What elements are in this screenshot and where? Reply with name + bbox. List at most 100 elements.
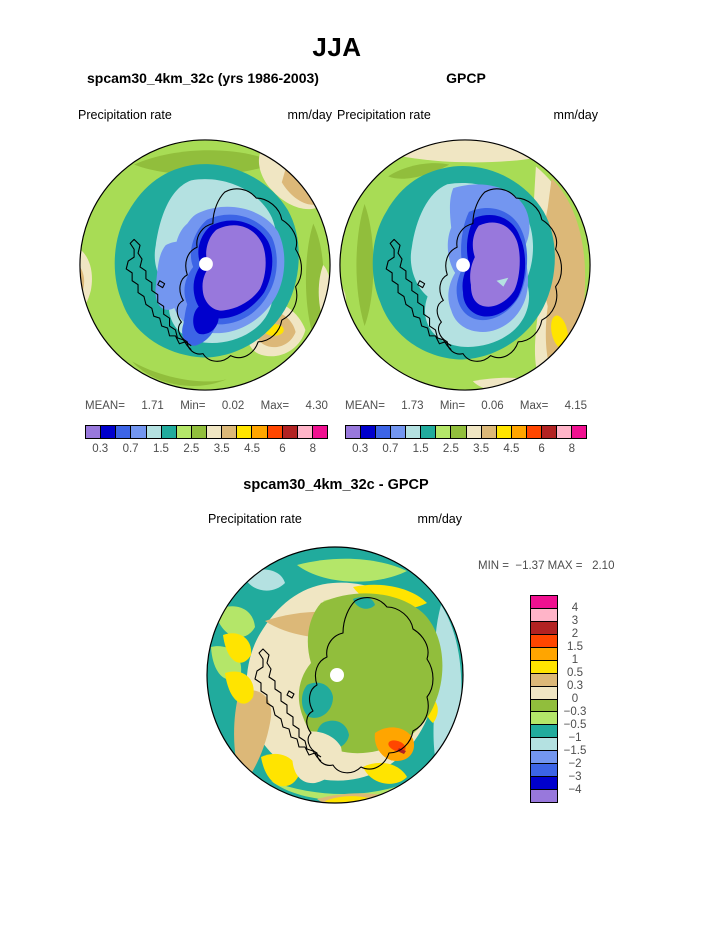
colorbar-cell [496,426,512,438]
colorbar-tick-label: −0.5 [563,719,587,731]
model-var-row: Precipitation rate mm/day [78,108,332,122]
colorbar-cell [146,426,162,438]
colorbar-cell [571,426,586,438]
colorbar-cell [176,426,192,438]
colorbar-tick-label: 2.5 [442,443,459,455]
colorbar-tick-label: 0.7 [382,443,399,455]
colorbar-tick-label: −1 [568,732,582,744]
max-label: Max= [519,400,549,412]
colorbar-cell [101,426,117,438]
colorbar-cell [222,426,238,438]
colorbar-tick-label: 6 [279,443,286,455]
max-value: 4.15 [564,400,587,412]
colorbar-tick-label: 0.3 [352,443,369,455]
colorbar-cell [531,751,557,765]
diff-colorbar-ticks: 4 3 2 1.5 1 0.5 0.3 0 −0.3 −0.5 −1 −1.5 −2 −3 −4 [552,595,598,803]
colorbar-tick-label: 3 [571,615,579,627]
colorbar-cell [421,426,437,438]
colorbar-cell [531,647,557,661]
mean-value: 1.71 [141,400,164,412]
colorbar-tick-label: 2.5 [183,443,200,455]
colorbar-cell [207,426,223,438]
colorbar-cell [526,426,542,438]
obs-colorbar [345,425,587,439]
obs-units-label: mm/day [553,108,598,122]
diff-map [206,546,464,804]
colorbar-cell [531,596,557,609]
colorbar-cell [297,426,313,438]
colorbar-cell [556,426,572,438]
colorbar-cell [346,426,362,438]
colorbar-cell [531,634,557,648]
colorbar-tick-label: 4.5 [503,443,520,455]
colorbar-cell [531,738,557,752]
obs-var-row: Precipitation rate mm/day [337,108,598,122]
obs-stats-row: MEAN= 1.73 Min= 0.06 Max= 4.15 [345,400,587,412]
colorbar-tick-label: −3 [568,771,582,783]
colorbar-cell [541,426,557,438]
colorbar-cell [282,426,298,438]
pole-dot [199,257,213,271]
colorbar-cell [191,426,207,438]
colorbar-cell [531,660,557,674]
mean-label: MEAN= [85,400,125,412]
min-value: 0.02 [221,400,245,412]
colorbar-tick-label: 3.5 [473,443,490,455]
colorbar-tick-label: 0.7 [122,443,139,455]
model-colorbar-ticks: 0.3 0.7 1.5 2.5 3.5 4.5 6 8 [85,443,328,457]
diff-panel-title: spcam30_4km_32c - GPCP [243,477,429,493]
colorbar-tick-label: 0.3 [567,680,583,692]
colorbar-cell [131,426,147,438]
colorbar-cell [116,426,132,438]
obs-variable-label: Precipitation rate [337,108,431,122]
colorbar-tick-label: 6 [538,443,545,455]
diff-colorbar [530,595,558,803]
min-value: 0.06 [481,400,504,412]
colorbar-cell [531,790,557,802]
colorbar-cell [531,686,557,700]
colorbar-cell [312,426,327,438]
colorbar-tick-label: −2 [568,758,582,770]
colorbar-cell [376,426,392,438]
colorbar-cell [466,426,482,438]
model-stats-row: MEAN= 1.71 Min= 0.02 Max= 4.30 [85,400,328,412]
colorbar-tick-label: 1.5 [412,443,429,455]
colorbar-cell [531,777,557,791]
mean-label: MEAN= [345,400,385,412]
colorbar-cell [406,426,422,438]
max-label: Max= [260,400,290,412]
colorbar-tick-label: 3.5 [213,443,230,455]
pole-dot [330,668,344,682]
colorbar-tick-label: 0 [571,693,579,705]
colorbar-tick-label: −0.3 [563,706,587,718]
model-variable-label: Precipitation rate [78,108,172,122]
diff-var-row: Precipitation rate mm/day [208,512,462,526]
obs-colorbar-ticks: 0.3 0.7 1.5 2.5 3.5 4.5 6 8 [345,443,587,457]
diff-units-label: mm/day [417,512,462,526]
model-colorbar [85,425,328,439]
colorbar-cell [511,426,527,438]
colorbar-cell [237,426,253,438]
colorbar-tick-label: 4 [571,602,579,614]
colorbar-tick-label: −1.5 [563,745,587,757]
colorbar-tick-label: 8 [568,443,576,455]
colorbar-cell [531,712,557,726]
colorbar-tick-label: 1.5 [567,641,583,653]
colorbar-tick-label: 8 [309,443,317,455]
colorbar-tick-label: 1 [571,654,579,666]
colorbar-cell [531,725,557,739]
colorbar-tick-label: 4.5 [244,443,261,455]
colorbar-cell [252,426,268,438]
min-label: Min= [439,400,466,412]
colorbar-cell [391,426,407,438]
model-map [79,139,331,391]
diff-variable-label: Precipitation rate [208,512,302,526]
colorbar-cell [531,673,557,687]
diff-minmax-line: MIN = −1.37 MAX = 2.10 [478,560,615,572]
colorbar-cell [436,426,452,438]
colorbar-tick-label: 2 [571,628,579,640]
max-value: 4.30 [305,400,328,412]
colorbar-cell [267,426,283,438]
min-label: Min= [180,400,206,412]
colorbar-tick-label: 0.5 [567,667,583,679]
